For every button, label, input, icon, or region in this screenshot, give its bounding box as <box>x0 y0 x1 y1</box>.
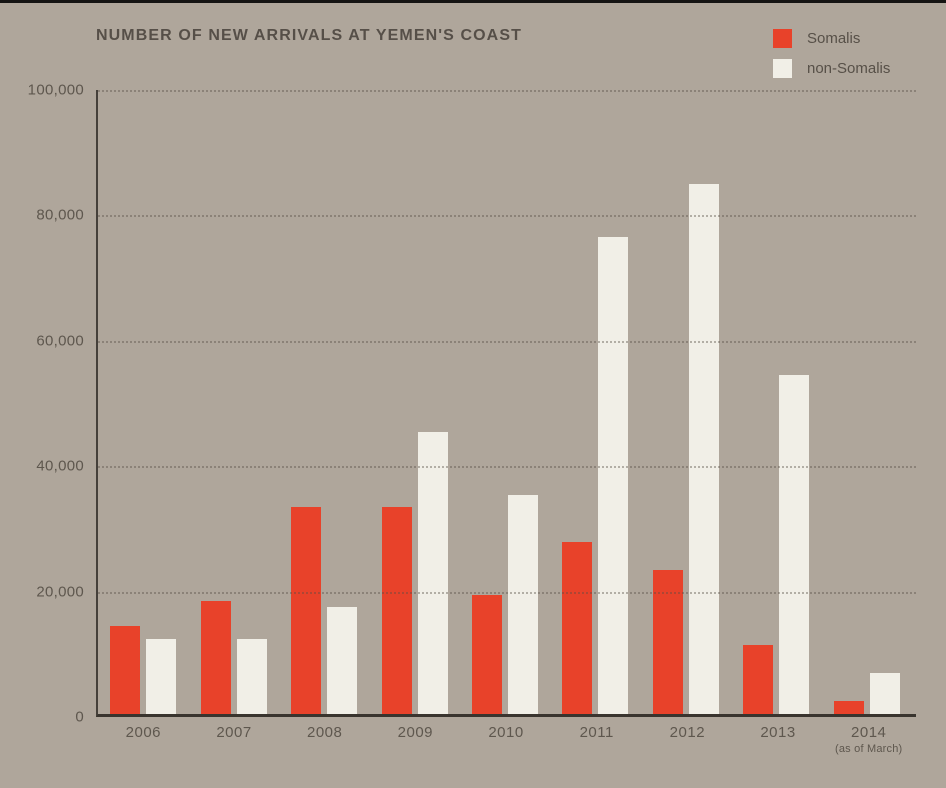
x-tick-2009: 2009 <box>370 724 461 755</box>
bar-somalis-2009 <box>381 507 412 714</box>
y-tick-label: 100,000 <box>27 81 84 99</box>
gridline-100000 <box>98 90 916 92</box>
x-tick-label: 2007 <box>216 724 252 741</box>
bar-non-somalis-2013 <box>779 375 810 714</box>
bar-somalis-2008 <box>291 507 322 714</box>
legend: Somalis non-Somalis <box>773 29 890 78</box>
legend-label: non-Somalis <box>807 60 891 77</box>
chart-title: NUMBER OF NEW ARRIVALS AT YEMEN'S COAST <box>96 27 522 44</box>
bar-non-somalis-2006 <box>146 638 177 714</box>
bar-group-2010 <box>460 90 550 714</box>
x-tick-label: 2013 <box>760 724 796 741</box>
bar-non-somalis-2007 <box>236 638 267 714</box>
bar-non-somalis-2012 <box>688 184 719 714</box>
bar-group-2011 <box>550 90 640 714</box>
x-tick-2012: 2012 <box>642 724 733 755</box>
x-tick-label: 2012 <box>669 724 706 741</box>
bar-group-2008 <box>279 90 369 714</box>
x-tick-2014: 2014 (as of March) <box>823 724 914 755</box>
bar-groups <box>98 90 912 714</box>
gridline-80000 <box>98 215 916 218</box>
bar-group-2009 <box>369 90 459 714</box>
bar-non-somalis-2014 <box>869 673 900 714</box>
x-tick-2011: 2011 <box>551 724 642 755</box>
x-tick-2013: 2013 <box>733 724 824 755</box>
x-tick-label: 2010 <box>488 724 524 741</box>
top-border-rule <box>0 0 946 3</box>
bar-group-2007 <box>188 90 278 714</box>
y-axis-tick-labels: 100,000 80,000 60,000 40,000 20,000 0 <box>0 82 84 726</box>
bar-group-2012 <box>641 90 731 714</box>
y-tick-label: 20,000 <box>36 583 84 601</box>
bar-somalis-2010 <box>471 594 502 714</box>
gridline-20000 <box>98 591 916 594</box>
legend-label: Somalis <box>807 30 861 47</box>
y-tick-label: 0 <box>75 708 84 726</box>
x-tick-2010: 2010 <box>461 724 552 755</box>
x-tick-2008: 2008 <box>279 724 370 755</box>
bar-somalis-2006 <box>110 626 141 714</box>
bar-somalis-2012 <box>652 569 683 714</box>
x-tick-2006: 2006 <box>98 724 189 755</box>
x-tick-label: 2014 <box>851 724 887 741</box>
bar-group-2014 <box>822 90 912 714</box>
x-tick-2007: 2007 <box>189 724 280 755</box>
y-tick-label: 60,000 <box>36 332 84 350</box>
bar-non-somalis-2010 <box>507 494 538 714</box>
bar-somalis-2014 <box>833 701 864 714</box>
plot-area <box>96 90 916 717</box>
x-tick-label: 2006 <box>125 724 162 741</box>
y-tick-label: 40,000 <box>36 457 84 475</box>
bar-somalis-2013 <box>743 645 774 714</box>
x-tick-label: 2008 <box>306 724 343 741</box>
y-tick-label: 80,000 <box>36 206 84 224</box>
gridline-60000 <box>98 340 916 343</box>
bar-non-somalis-2011 <box>598 237 629 714</box>
legend-swatch-icon <box>773 29 792 48</box>
x-axis-tick-labels: 2006 2007 2008 2009 2010 2011 2012 2013 2014 (as … <box>98 724 914 755</box>
legend-item-somalis: Somalis <box>773 29 890 48</box>
x-tick-label: 2011 <box>579 724 614 741</box>
legend-item-non-somalis: non-Somalis <box>773 59 890 78</box>
bar-somalis-2011 <box>562 541 593 714</box>
bar-group-2006 <box>98 90 188 714</box>
bar-non-somalis-2009 <box>417 431 448 714</box>
gridline-40000 <box>98 466 916 469</box>
x-tick-label: 2009 <box>397 724 434 741</box>
bar-somalis-2007 <box>200 601 231 714</box>
bar-non-somalis-2008 <box>327 607 358 714</box>
x-tick-note: (as of March) <box>835 743 903 755</box>
legend-swatch-icon <box>773 59 792 78</box>
bar-group-2013 <box>731 90 821 714</box>
